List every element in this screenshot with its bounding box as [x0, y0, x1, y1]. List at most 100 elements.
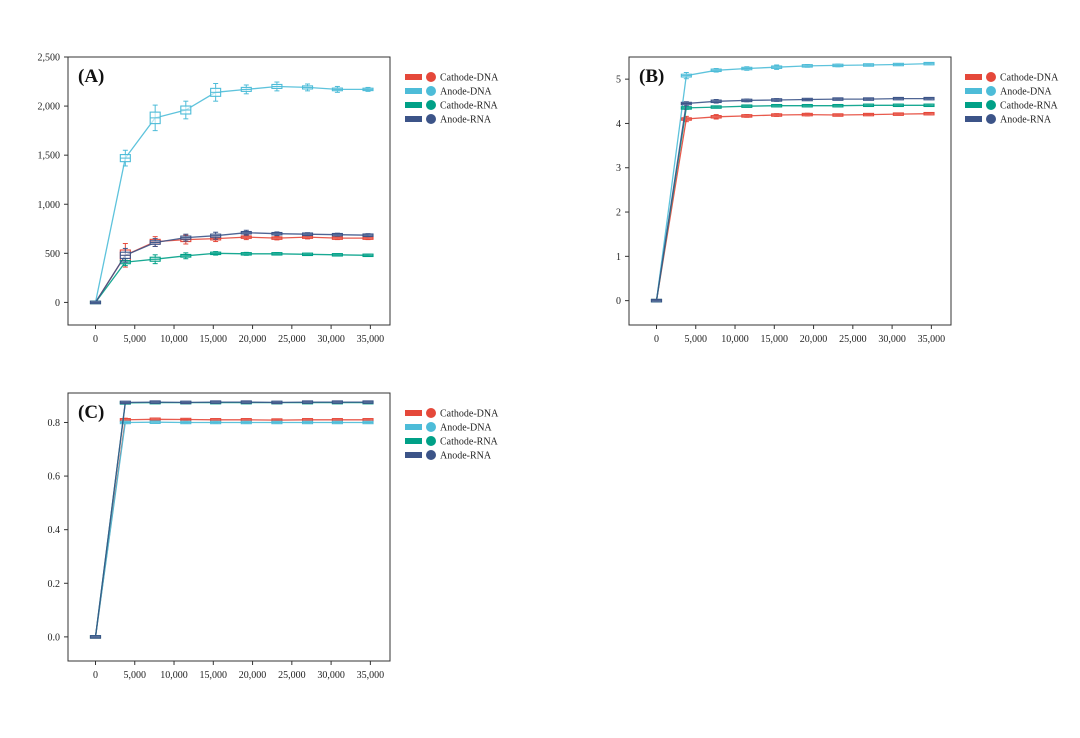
x-tick-label: 5,000: [124, 334, 147, 345]
box-marker: [362, 86, 374, 92]
box-marker: [923, 111, 935, 116]
box-marker: [271, 420, 283, 425]
legend-item-anode-rna: Anode-RNA: [405, 114, 492, 126]
panel-label: (C): [78, 402, 104, 423]
y-tick-label: 5: [616, 75, 621, 86]
box-marker: [301, 232, 314, 237]
y-tick-label: 2,000: [38, 102, 61, 113]
legend-swatch-dot: [426, 436, 436, 446]
legend-swatch-line: [405, 424, 422, 430]
box-marker: [180, 233, 192, 242]
legend-swatch-line: [405, 438, 422, 444]
legend-label: Cathode-DNA: [1000, 73, 1059, 84]
chart-panel-2: 0 1 2 3 4 5 0 5,000 10,000 15,000 20,000 25,000 30,0…: [616, 56, 1059, 345]
box-marker: [240, 251, 252, 256]
box-marker: [240, 418, 252, 422]
x-tick-label: 0: [93, 670, 98, 681]
box-marker: [119, 420, 131, 425]
x-tick-label: 10,000: [160, 670, 188, 681]
box-marker: [119, 247, 131, 263]
box-marker: [331, 232, 343, 237]
box-marker: [301, 83, 314, 92]
box-marker: [149, 238, 161, 247]
x-tick-label: 30,000: [317, 670, 345, 681]
x-tick-label: 10,000: [721, 334, 749, 345]
y-tick-label: 1: [616, 252, 621, 263]
box-marker: [923, 103, 935, 108]
series-line: [655, 62, 930, 301]
box-marker: [862, 63, 875, 67]
y-tick-label: 3: [616, 163, 621, 174]
panel-label: (A): [78, 66, 104, 87]
box-marker: [149, 104, 161, 132]
legend-swatch-line: [405, 74, 422, 80]
legend-swatch-dot: [986, 72, 996, 82]
series-cathode-dna: [89, 417, 374, 639]
box-marker: [832, 63, 844, 68]
box-marker: [180, 400, 192, 405]
plot-frame: [628, 56, 952, 326]
legend-item-cathode-dna: Cathode-DNA: [405, 408, 499, 420]
legend-swatch-line: [965, 88, 982, 94]
legend-label: Anode-DNA: [440, 423, 492, 434]
legend-item-cathode-dna: Cathode-DNA: [405, 72, 499, 84]
chart-panel-3: 0.0 0.2 0.4 0.6 0.8 0 5,000 10,000 15,000 20,000 2…: [48, 392, 499, 681]
chart-panel-1: 0 500 1,000 1,500 2,000 2,500 0 5,000 10,000 15,0…: [38, 53, 500, 346]
x-tick-label: 5,000: [685, 334, 708, 345]
legend-item-anode-dna: Anode-DNA: [405, 422, 492, 434]
box-marker: [331, 420, 343, 425]
box-marker: [801, 64, 813, 68]
legend-swatch-line: [405, 452, 422, 458]
box-marker: [741, 104, 753, 108]
series-line: [94, 401, 368, 637]
box-marker: [180, 252, 192, 260]
box-marker: [801, 97, 813, 102]
legend-label: Anode-DNA: [440, 87, 492, 98]
box-marker: [271, 81, 283, 92]
box-marker: [301, 418, 314, 422]
box-marker: [741, 66, 753, 71]
series-anode-rna: [89, 229, 374, 305]
box-marker: [771, 113, 783, 117]
legend-item-anode-rna: Anode-RNA: [965, 114, 1052, 126]
legend-label: Cathode-RNA: [1000, 101, 1059, 112]
legend-item-anode-dna: Anode-DNA: [405, 86, 492, 98]
legend-label: Cathode-RNA: [440, 101, 499, 112]
box-marker: [923, 96, 935, 101]
legend-label: Anode-RNA: [440, 115, 492, 126]
legend-swatch-line: [405, 102, 422, 108]
box-marker: [240, 84, 252, 95]
legend-swatch-dot: [426, 72, 436, 82]
box-marker: [801, 103, 813, 108]
x-tick-label: 20,000: [239, 670, 267, 681]
y-tick-label: 0: [616, 296, 621, 307]
box-marker: [832, 113, 844, 117]
legend-swatch-dot: [426, 86, 436, 96]
series-line: [94, 401, 368, 637]
y-tick-label: 0.4: [48, 525, 61, 536]
box-marker: [149, 254, 161, 265]
box-marker: [331, 418, 343, 422]
legend-swatch-dot: [426, 450, 436, 460]
series-line: [655, 104, 929, 301]
legend-swatch-dot: [986, 86, 996, 96]
box-marker: [710, 105, 722, 109]
box-marker: [680, 101, 692, 106]
box-marker: [180, 420, 192, 425]
y-tick-label: 1,500: [38, 151, 61, 162]
y-tick-label: 500: [45, 249, 60, 260]
box-marker: [271, 231, 283, 236]
box-marker: [180, 417, 192, 422]
legend: Cathode-DNA Anode-DNA Cathode-RNA Anode-RNA: [965, 72, 1059, 126]
box-marker: [271, 400, 283, 405]
box-marker: [362, 233, 374, 238]
x-tick-label: 20,000: [800, 334, 828, 345]
series-line: [94, 232, 369, 303]
legend-label: Anode-RNA: [1000, 115, 1052, 126]
box-marker: [862, 97, 875, 101]
box-marker: [832, 103, 844, 108]
legend-label: Anode-RNA: [440, 451, 492, 462]
legend-swatch-dot: [986, 114, 996, 124]
legend-swatch-dot: [426, 408, 436, 418]
legend-item-cathode-rna: Cathode-RNA: [405, 100, 499, 112]
